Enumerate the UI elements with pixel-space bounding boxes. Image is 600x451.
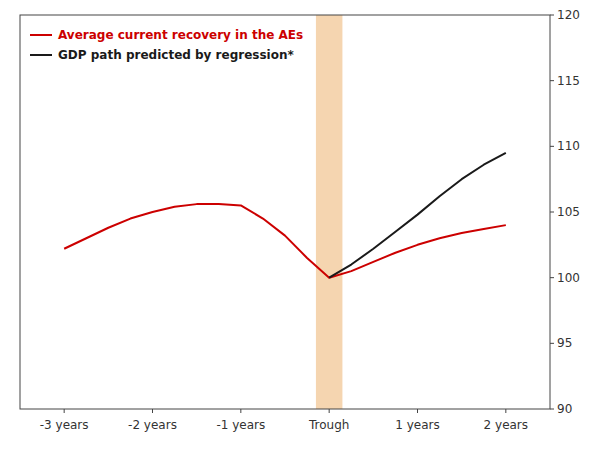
x-tick-label: -2 years	[128, 418, 177, 432]
x-tick-label: Trough	[308, 418, 349, 432]
legend-label: GDP path predicted by regression*	[58, 48, 295, 62]
x-tick	[329, 409, 330, 413]
y-tick-label: 115	[557, 74, 580, 88]
x-tick	[240, 409, 241, 413]
y-tick-label: 110	[557, 139, 580, 153]
plot-frame	[20, 15, 550, 409]
series-line	[329, 153, 506, 278]
y-tick-label: 90	[557, 402, 572, 416]
x-tick-label: -1 years	[216, 418, 265, 432]
y-tick	[550, 212, 554, 213]
legend-swatch	[30, 54, 52, 56]
legend-label: Average current recovery in the AEs	[58, 28, 303, 42]
y-tick	[550, 409, 554, 410]
y-tick	[550, 277, 554, 278]
x-tick-label: 2 years	[484, 418, 528, 432]
x-tick	[417, 409, 418, 413]
x-tick-label: 1 years	[395, 418, 439, 432]
x-tick	[64, 409, 65, 413]
y-tick-label: 100	[557, 271, 580, 285]
y-tick	[550, 15, 554, 16]
x-tick	[505, 409, 506, 413]
chart: 90 95 100 105 110 115 120 -3 years -2 years -1 ye…	[0, 0, 600, 451]
x-tick	[152, 409, 153, 413]
plot-area	[64, 15, 506, 409]
y-tick	[550, 146, 554, 147]
y-tick-label: 95	[557, 336, 572, 350]
shaded-band	[316, 15, 343, 409]
y-tick	[550, 343, 554, 344]
y-tick	[550, 80, 554, 81]
legend-swatch	[30, 34, 52, 36]
legend: Average current recovery in the AEs GDP p…	[30, 28, 303, 62]
y-tick-label: 120	[557, 8, 580, 22]
series-line	[64, 204, 506, 278]
y-tick-label: 105	[557, 205, 580, 219]
x-tick-label: -3 years	[40, 418, 89, 432]
